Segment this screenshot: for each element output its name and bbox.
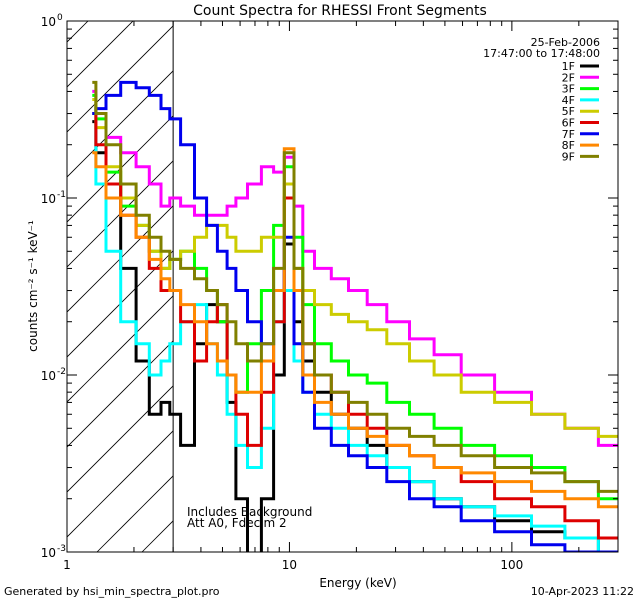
hatch-line (67, 25, 174, 133)
y-tick-label: 10 (41, 546, 56, 560)
hatch-line (592, 0, 640, 552)
hatched-region (67, 0, 640, 552)
x-axis-label: Energy (keV) (319, 576, 396, 590)
hatch-line (96, 475, 174, 552)
legend-label-8F: 8F (562, 139, 575, 152)
footer-generated-by: Generated by hsi_min_spectra_plot.pro (4, 585, 220, 598)
hatch-line (67, 250, 174, 358)
hatch-line (67, 205, 174, 313)
legend-label-9F: 9F (562, 150, 575, 163)
series-7F (92, 80, 618, 552)
y-tick-label: 10 (41, 192, 56, 206)
legend-label-4F: 4F (562, 94, 575, 107)
legend-label-6F: 6F (562, 117, 575, 130)
date-label: 25-Feb-2006 (531, 36, 600, 49)
series-2F (92, 89, 618, 447)
hatch-line (67, 115, 174, 223)
hatch-line (67, 21, 134, 88)
y-tick-label: 10 (41, 15, 56, 29)
series-4F (92, 112, 618, 552)
annotation-attenuator: Att A0, Fdecim 2 (187, 516, 287, 530)
legend-label-3F: 3F (562, 83, 575, 96)
hatch-line (67, 430, 174, 538)
hatch-line (457, 0, 640, 552)
plot-frame (66, 20, 619, 553)
y-tick-exponent: -3 (57, 544, 66, 554)
legend-label-7F: 7F (562, 128, 575, 141)
hatch-line (367, 0, 640, 552)
y-tick-exponent: -2 (57, 367, 66, 377)
series-9F (92, 80, 618, 493)
legend-label-5F: 5F (562, 105, 575, 118)
legend-label-1F: 1F (562, 60, 575, 73)
hatch-line (67, 340, 174, 448)
time-range-label: 17:47:00 to 17:48:00 (483, 47, 600, 60)
y-tick-exponent: 0 (57, 13, 63, 23)
legend-label-2F: 2F (562, 71, 575, 84)
hatch-line (412, 0, 640, 552)
hatch-line (67, 160, 174, 268)
footer-timestamp: 10-Apr-2023 11:22 (531, 585, 634, 598)
series-5F (92, 98, 618, 438)
chart-title: Count Spectra for RHESSI Front Segments (193, 3, 487, 19)
y-tick-exponent: -1 (57, 190, 66, 200)
x-tick-label: 10 (282, 558, 297, 572)
series-layer (92, 80, 618, 552)
x-tick-label: 1 (63, 558, 71, 572)
x-tick-label: 100 (500, 558, 523, 572)
y-axis-label: counts cm⁻² s⁻¹ keV⁻¹ (26, 220, 40, 352)
hatch-line (67, 70, 174, 178)
hatch-line (322, 0, 640, 552)
hatch-line (67, 295, 174, 403)
series-3F (92, 93, 618, 501)
annotation-background: Includes Background (187, 505, 312, 519)
y-tick-label: 10 (41, 369, 56, 383)
hatch-line (67, 385, 174, 493)
